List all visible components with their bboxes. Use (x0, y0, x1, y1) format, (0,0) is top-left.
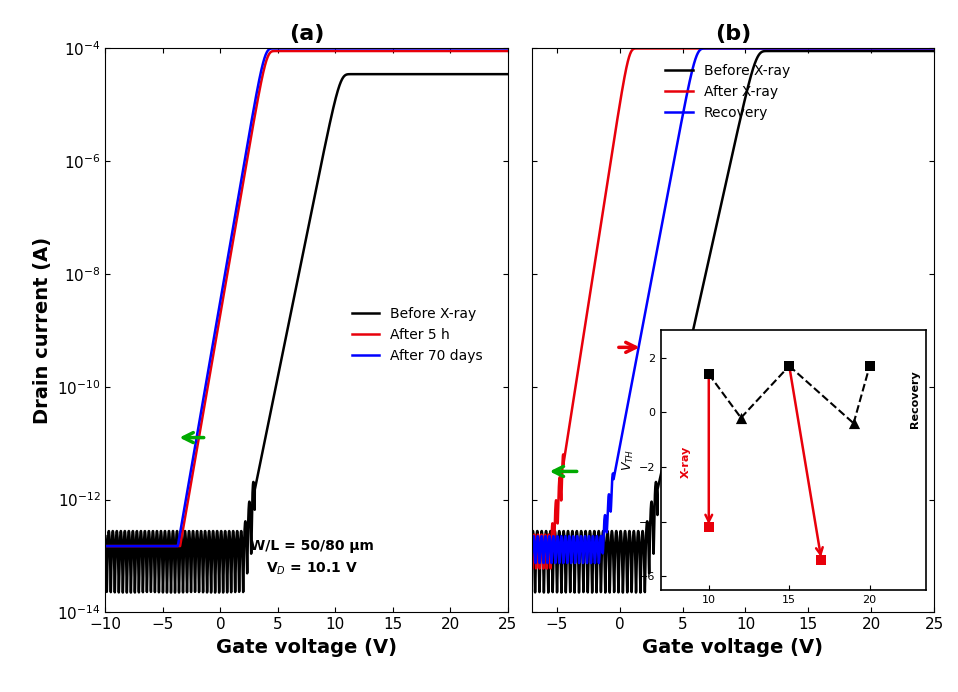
X-axis label: Gate voltage (V): Gate voltage (V) (643, 638, 824, 657)
Recovery (526, 559, 537, 567)
After X-ray (928, 44, 940, 53)
After 70 days (274, 44, 285, 53)
After X-ray (921, 44, 932, 53)
After 70 days (494, 44, 506, 53)
Before X-ray (494, 70, 506, 78)
Recovery (572, 536, 583, 545)
Title: (b): (b) (715, 24, 751, 44)
After X-ray (526, 546, 537, 554)
Before X-ray (100, 532, 111, 540)
Title: (a): (a) (288, 24, 324, 44)
After 5 h (170, 542, 181, 550)
Recovery (530, 559, 541, 567)
Before X-ray (617, 588, 628, 597)
Before X-ray (254, 461, 265, 469)
Before X-ray (352, 70, 363, 78)
After X-ray (698, 44, 710, 53)
Before X-ray (921, 47, 932, 55)
Before X-ray (878, 47, 889, 55)
Before X-ray (526, 543, 537, 551)
After 5 h (494, 47, 506, 55)
Legend: Before X-ray, After X-ray, Recovery: Before X-ray, After X-ray, Recovery (659, 58, 796, 125)
Line: After 70 days: After 70 days (105, 48, 508, 546)
After 5 h (271, 47, 283, 55)
Before X-ray (769, 47, 781, 55)
After X-ray (680, 44, 692, 53)
After 5 h (502, 47, 513, 55)
Legend: Before X-ray, After 5 h, After 70 days: Before X-ray, After 5 h, After 70 days (346, 302, 489, 369)
Line: Before X-ray: Before X-ray (105, 74, 508, 592)
After 70 days (100, 542, 111, 550)
After 70 days (271, 44, 283, 53)
Recovery (697, 44, 709, 53)
After X-ray (537, 565, 549, 573)
Y-axis label: Drain current (A): Drain current (A) (33, 237, 52, 424)
After 70 days (502, 44, 513, 53)
Recovery (928, 44, 940, 53)
After 70 days (254, 74, 265, 82)
Before X-ray (928, 47, 940, 55)
Before X-ray (271, 376, 283, 384)
Before X-ray (502, 70, 513, 78)
After 5 h (276, 47, 287, 55)
Line: Before X-ray: Before X-ray (532, 51, 934, 592)
After 70 days (170, 542, 181, 550)
After X-ray (596, 215, 607, 224)
Before X-ray (572, 536, 583, 545)
After 5 h (146, 542, 157, 550)
After 5 h (451, 47, 463, 55)
Before X-ray (451, 70, 463, 78)
Recovery (878, 44, 889, 53)
Line: After 5 h: After 5 h (105, 51, 508, 546)
Recovery (680, 93, 692, 102)
Line: After X-ray: After X-ray (532, 48, 934, 569)
Text: W/L = 50/80 μm
V$_D$ = 10.1 V: W/L = 50/80 μm V$_D$ = 10.1 V (250, 539, 375, 576)
After X-ray (636, 44, 648, 53)
Before X-ray (596, 561, 607, 570)
X-axis label: Gate voltage (V): Gate voltage (V) (216, 638, 397, 657)
Line: Recovery: Recovery (532, 48, 934, 563)
Recovery (706, 44, 718, 53)
After 5 h (100, 542, 111, 550)
Recovery (596, 535, 607, 543)
After X-ray (878, 44, 889, 53)
After 70 days (451, 44, 463, 53)
Before X-ray (680, 357, 692, 365)
Recovery (921, 44, 932, 53)
After X-ray (572, 368, 583, 376)
After 5 h (254, 86, 265, 94)
Before X-ray (121, 588, 132, 597)
Before X-ray (146, 566, 157, 574)
Before X-ray (697, 279, 709, 287)
After 70 days (146, 542, 157, 550)
Before X-ray (170, 578, 181, 586)
